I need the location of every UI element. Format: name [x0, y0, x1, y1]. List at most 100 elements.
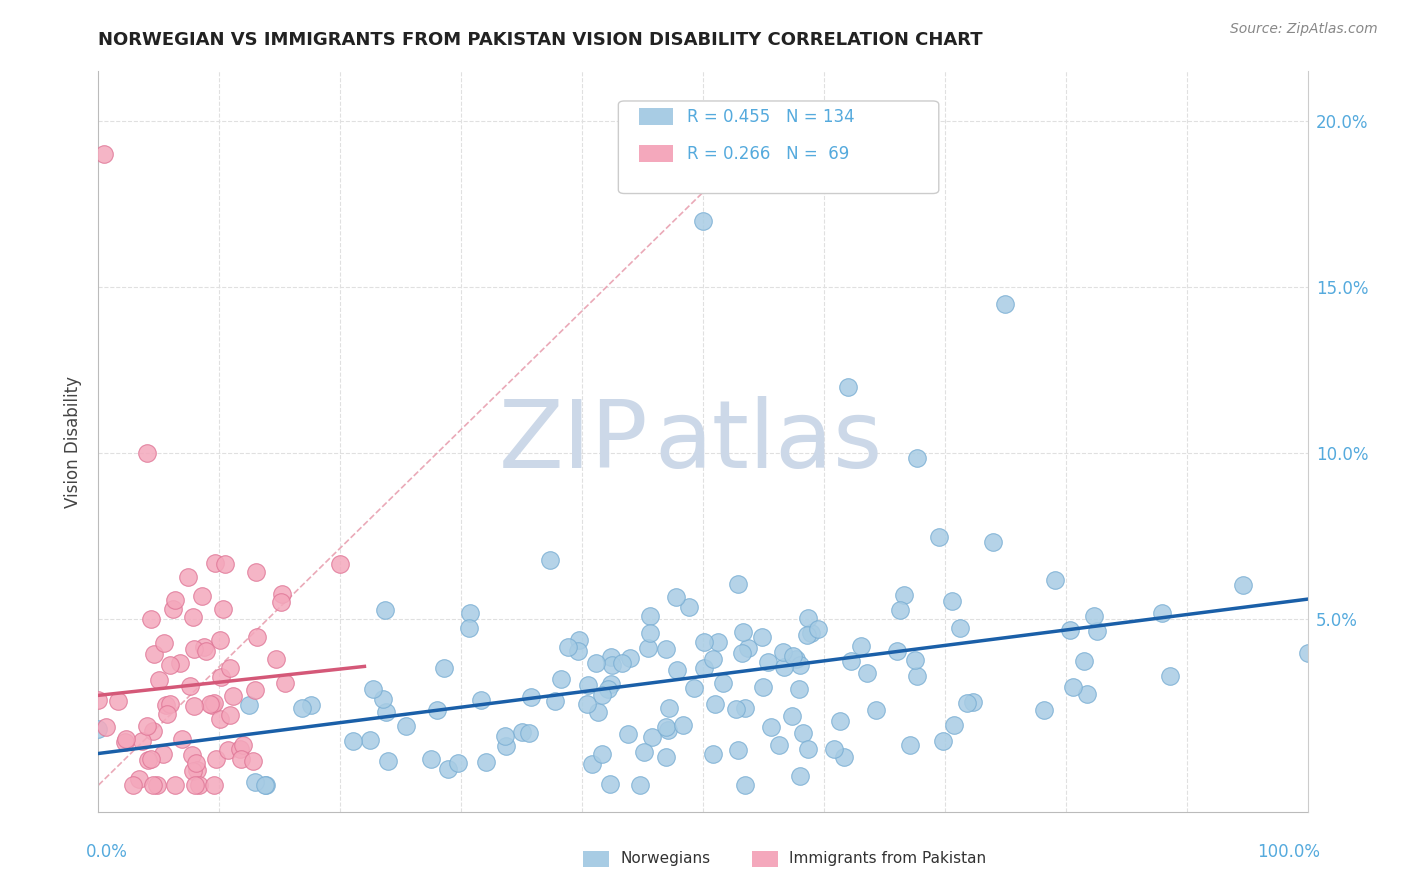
- Point: [665, 590, 688, 604]
- Point: [904, 653, 927, 667]
- Point: [796, 628, 818, 642]
- Point: [640, 626, 662, 640]
- Point: [772, 660, 794, 674]
- Point: [136, 754, 159, 768]
- Point: [928, 531, 950, 545]
- Point: [96, 720, 118, 734]
- Point: [633, 745, 655, 759]
- Text: 0.0%: 0.0%: [86, 843, 128, 861]
- Point: [204, 752, 226, 766]
- Point: [702, 652, 724, 666]
- Point: [591, 747, 613, 761]
- Point: [238, 698, 260, 712]
- FancyBboxPatch shape: [619, 101, 939, 194]
- Point: [517, 726, 540, 740]
- Point: [839, 654, 862, 668]
- Point: [655, 641, 678, 656]
- Point: [202, 778, 225, 792]
- Point: [181, 764, 204, 778]
- Point: [538, 553, 561, 567]
- Point: [1045, 573, 1067, 587]
- Point: [596, 682, 619, 697]
- Point: [299, 698, 322, 712]
- Point: [363, 682, 385, 697]
- Point: [195, 643, 218, 657]
- Point: [588, 705, 610, 719]
- Point: [155, 698, 177, 712]
- Point: [274, 676, 297, 690]
- Point: [165, 593, 187, 607]
- Point: [832, 750, 855, 764]
- Point: [200, 697, 222, 711]
- Text: 100.0%: 100.0%: [1257, 843, 1320, 861]
- Text: Norwegians: Norwegians: [620, 852, 710, 866]
- Point: [702, 747, 724, 761]
- Point: [693, 661, 716, 675]
- Point: [170, 731, 193, 746]
- Point: [229, 752, 252, 766]
- Point: [581, 756, 603, 771]
- Point: [209, 670, 232, 684]
- Point: [599, 777, 621, 791]
- Text: R = 0.455   N = 134: R = 0.455 N = 134: [688, 108, 855, 126]
- Point: [787, 681, 810, 696]
- Point: [152, 747, 174, 762]
- Point: [232, 738, 254, 752]
- Point: [893, 588, 915, 602]
- Point: [610, 657, 633, 671]
- Point: [374, 705, 396, 719]
- Point: [209, 632, 232, 647]
- Point: [1076, 687, 1098, 701]
- Point: [420, 752, 443, 766]
- Point: [599, 649, 621, 664]
- Point: [187, 778, 209, 792]
- Point: [837, 380, 859, 394]
- Point: [1083, 608, 1105, 623]
- Point: [557, 640, 579, 654]
- Point: [543, 694, 565, 708]
- Point: [758, 655, 780, 669]
- Point: [204, 557, 226, 571]
- Point: [139, 612, 162, 626]
- Point: [184, 778, 207, 792]
- Point: [1033, 702, 1056, 716]
- Point: [186, 763, 208, 777]
- Point: [851, 639, 873, 653]
- Point: [567, 643, 589, 657]
- Point: [823, 741, 845, 756]
- Point: [796, 611, 818, 625]
- Point: [734, 778, 756, 792]
- Point: [169, 656, 191, 670]
- Point: [658, 701, 681, 715]
- Point: [221, 689, 243, 703]
- Point: [889, 603, 911, 617]
- Point: [678, 599, 700, 614]
- Point: [1232, 578, 1254, 592]
- Text: NORWEGIAN VS IMMIGRANTS FROM PAKISTAN VISION DISABILITY CORRELATION CHART: NORWEGIAN VS IMMIGRANTS FROM PAKISTAN VI…: [98, 31, 983, 49]
- Point: [159, 697, 181, 711]
- Point: [146, 778, 169, 792]
- Point: [772, 645, 794, 659]
- Point: [782, 648, 804, 663]
- Point: [727, 743, 749, 757]
- Point: [374, 603, 396, 617]
- Point: [163, 778, 186, 792]
- Point: [932, 734, 955, 748]
- Point: [994, 297, 1017, 311]
- Point: [209, 712, 232, 726]
- Point: [956, 696, 979, 710]
- Point: [245, 566, 267, 580]
- Point: [229, 741, 252, 756]
- Point: [152, 636, 174, 650]
- Text: Source: ZipAtlas.com: Source: ZipAtlas.com: [1230, 22, 1378, 37]
- Point: [191, 589, 214, 603]
- Point: [270, 595, 292, 609]
- Point: [114, 735, 136, 749]
- Point: [800, 626, 823, 640]
- Point: [655, 720, 678, 734]
- Point: [114, 731, 136, 746]
- Point: [245, 775, 267, 789]
- Point: [707, 635, 730, 649]
- Point: [796, 742, 818, 756]
- Point: [395, 719, 418, 733]
